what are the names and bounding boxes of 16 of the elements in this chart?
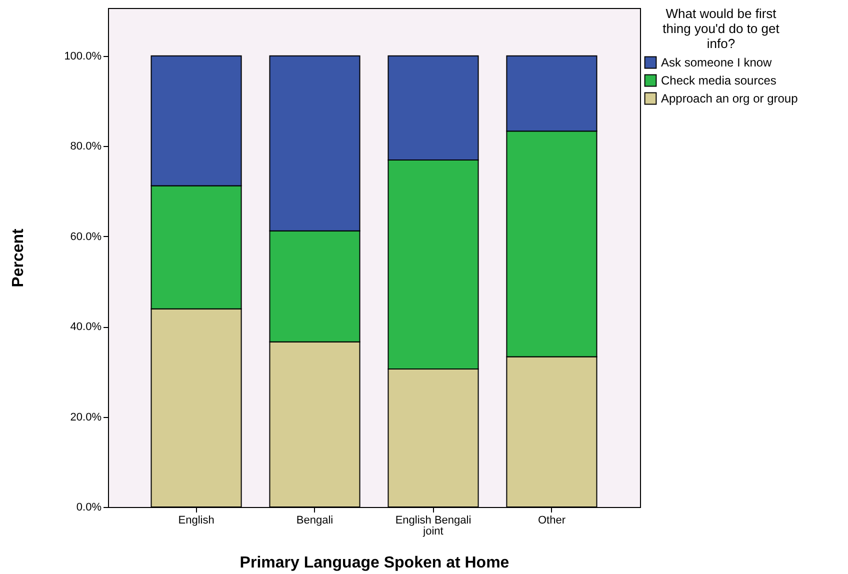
y-axis-title: Percent xyxy=(10,228,28,288)
x-tick-label: Bengali xyxy=(296,514,334,526)
x-tick-label: English Bengali joint xyxy=(395,514,472,538)
y-tick-label: 80.0% xyxy=(70,140,102,153)
y-tick-label: 40.0% xyxy=(70,321,102,334)
legend-label: Ask someone I know xyxy=(661,56,772,70)
legend-label: Check media sources xyxy=(661,74,776,88)
x-axis-title: Primary Language Spoken at Home xyxy=(240,554,510,572)
x-tick-label: Other xyxy=(538,514,566,526)
x-tick-label: English xyxy=(178,514,214,526)
y-tick-label: 60.0% xyxy=(70,230,102,243)
y-tick-label: 0.0% xyxy=(76,502,102,514)
y-tick-label: 100.0% xyxy=(64,50,102,62)
legend-label: Approach an org or group xyxy=(661,92,798,106)
y-tick-label: 20.0% xyxy=(70,411,102,424)
legend-title: What would be first thing you'd do to get info? xyxy=(662,6,780,51)
